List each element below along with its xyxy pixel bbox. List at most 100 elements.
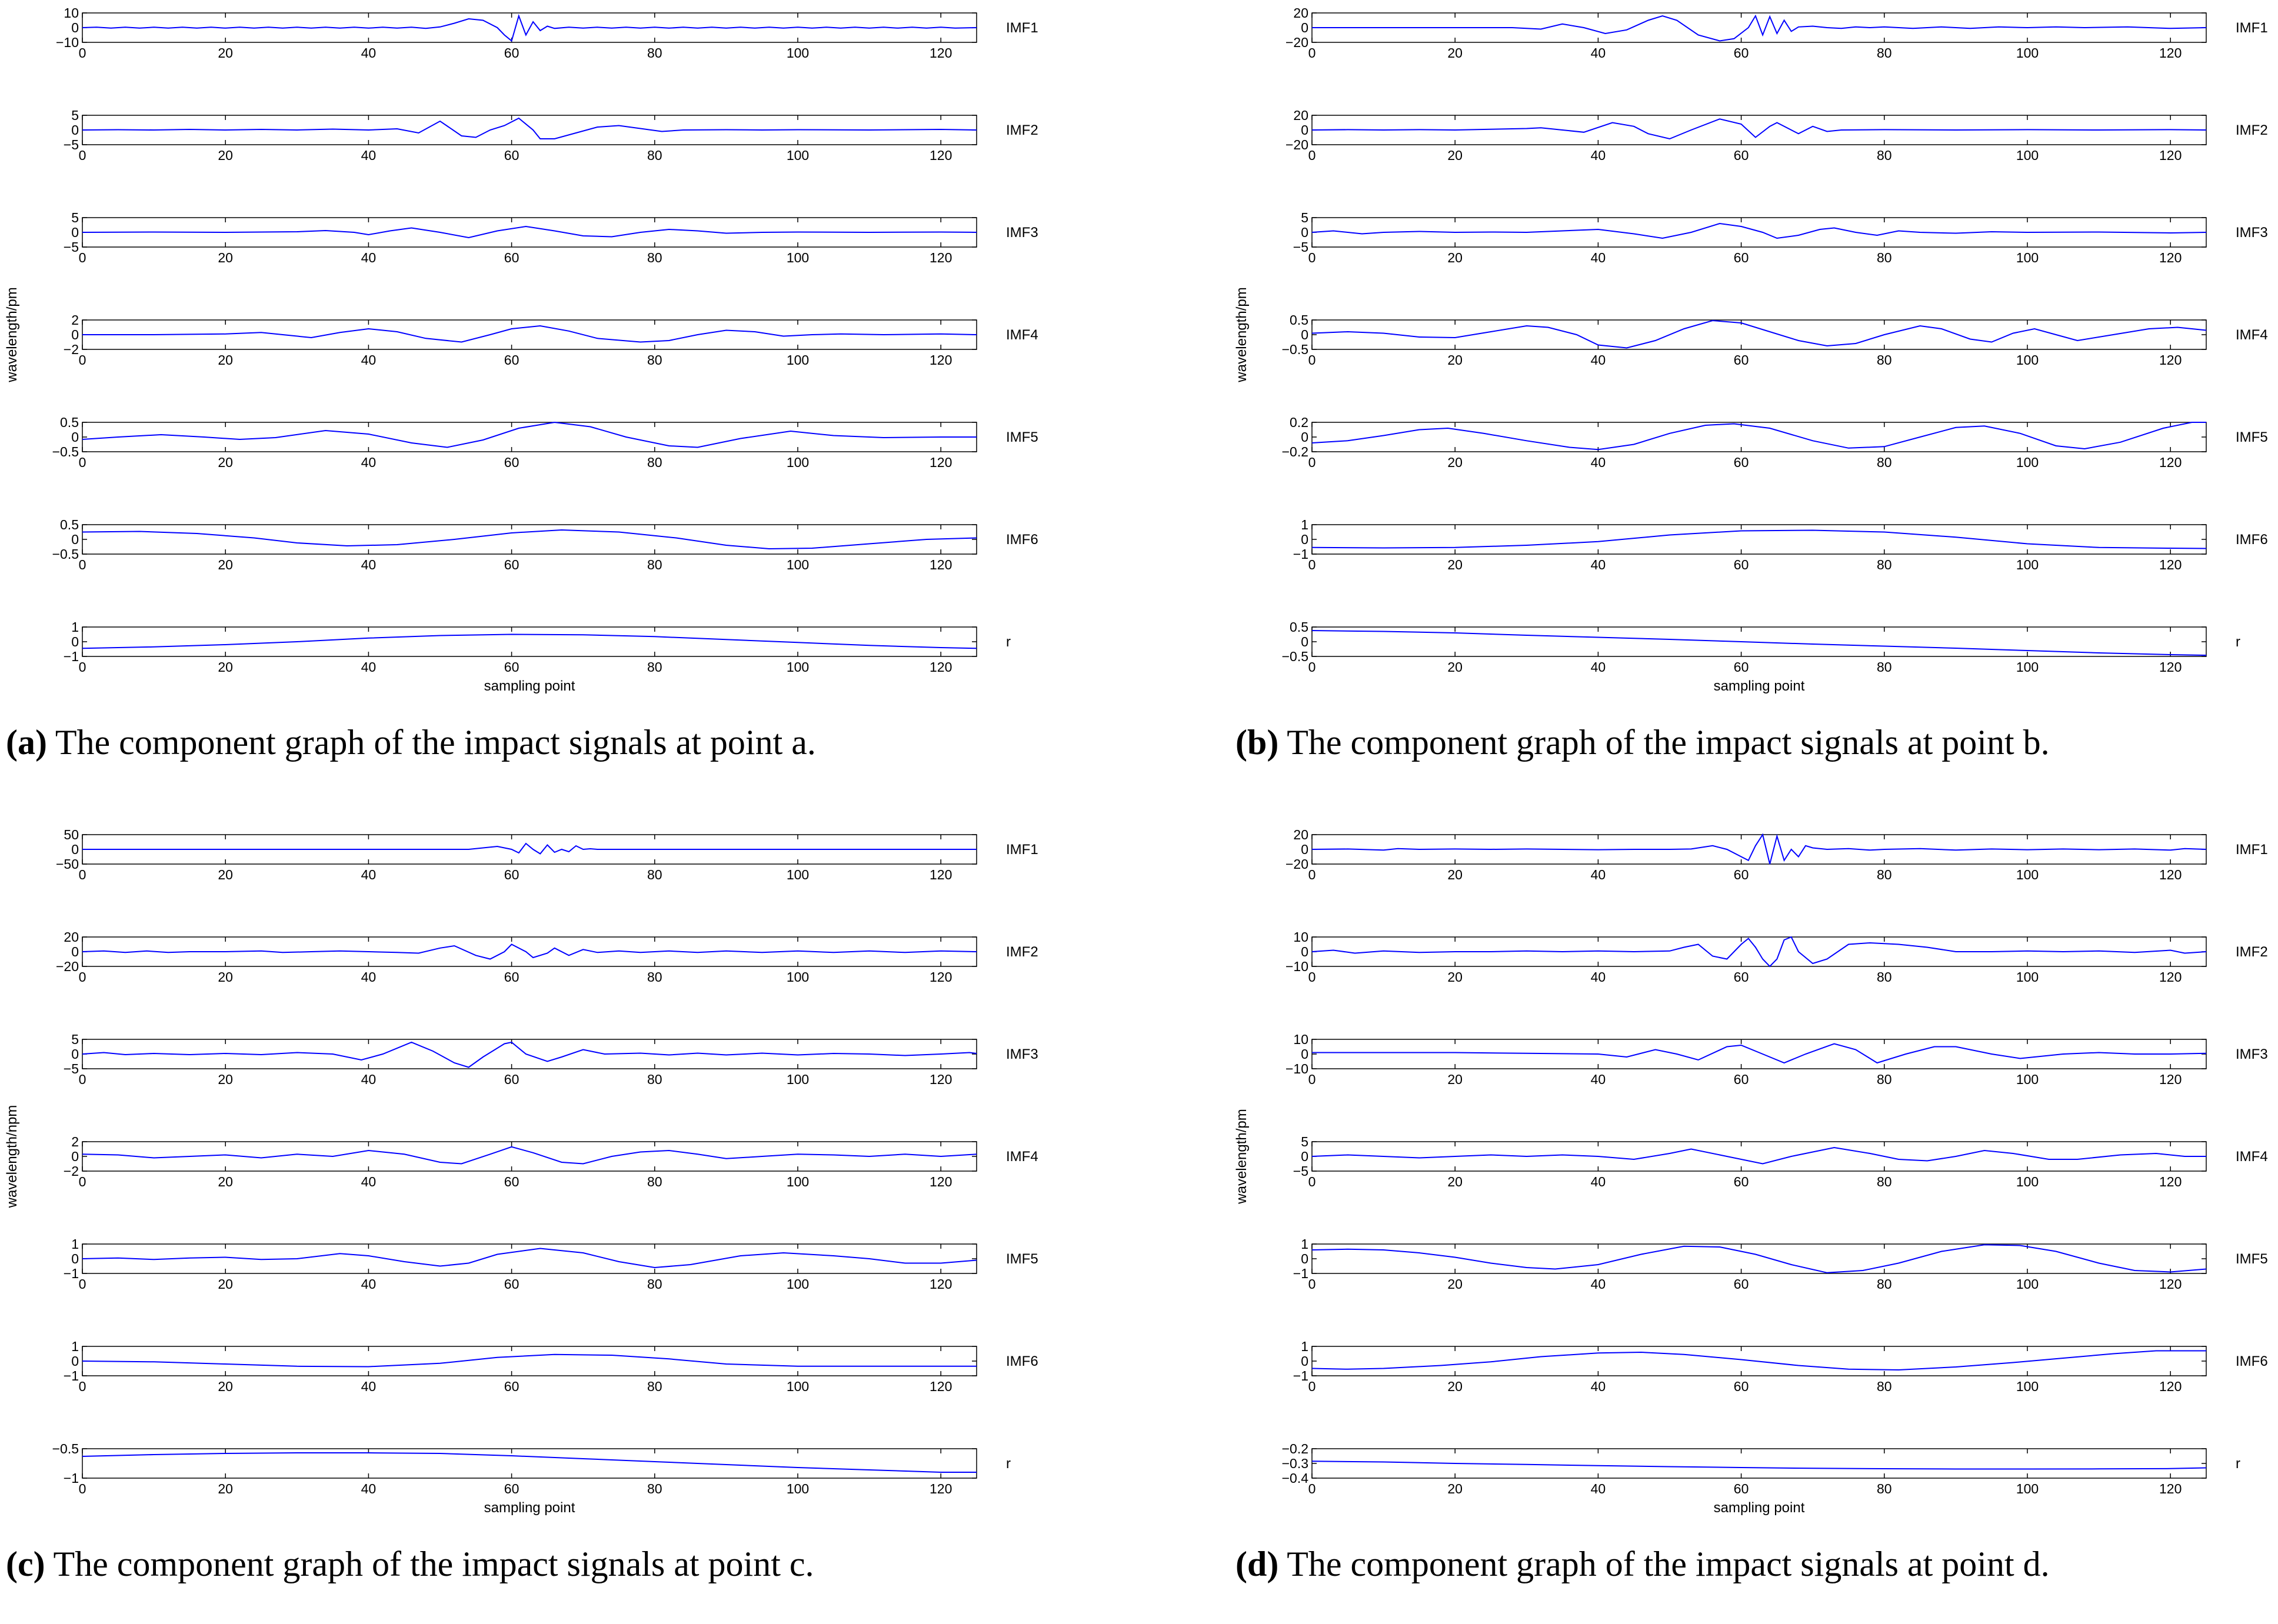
x-tick-label: 0 — [1308, 557, 1316, 572]
x-tick-label: 20 — [218, 1276, 233, 1292]
signal-line-imf1 — [82, 842, 977, 855]
y-tick-label: −5 — [64, 1061, 79, 1076]
y-tick-label: 0 — [1301, 122, 1308, 138]
x-tick-label: 0 — [79, 1072, 86, 1087]
x-tick-label: 40 — [1591, 557, 1606, 572]
x-tick-label: 60 — [504, 352, 519, 368]
y-tick-label: −0.5 — [52, 546, 79, 562]
x-tick-label: 80 — [1877, 250, 1892, 265]
x-tick-label: 80 — [647, 659, 662, 675]
y-tick-label: −0.5 — [52, 444, 79, 459]
y-tick-label: 0 — [71, 944, 79, 959]
panel-r: 0 20 40 60 80 100 120 −1 −0.5 r — [52, 1441, 1011, 1496]
x-tick-label: 120 — [930, 1276, 952, 1292]
component-label: IMF4 — [1006, 1149, 1038, 1165]
x-tick-label: 120 — [2159, 455, 2182, 470]
x-tick-label: 20 — [218, 45, 233, 61]
x-tick-label: 120 — [2159, 352, 2182, 368]
x-tick-label: 120 — [930, 250, 952, 265]
x-tick-label: 100 — [2016, 867, 2039, 882]
x-tick-label: 40 — [1591, 867, 1606, 882]
signal-line-imf1 — [82, 14, 977, 42]
y-tick-label: 0 — [71, 1149, 79, 1164]
x-tick-label: 0 — [79, 148, 86, 163]
x-tick-label: 40 — [1591, 1379, 1606, 1394]
x-tick-label: 60 — [1734, 557, 1749, 572]
x-tick-label: 120 — [2159, 45, 2182, 61]
signal-line-r — [82, 633, 977, 649]
x-tick-label: 20 — [1447, 1379, 1463, 1394]
x-tick-label: 100 — [2016, 1174, 2039, 1189]
component-label: IMF6 — [2236, 1353, 2268, 1369]
y-axis-label: wavelength/npm — [4, 1105, 20, 1209]
signal-line-imf2 — [82, 117, 977, 139]
x-tick-label: 120 — [2159, 1276, 2182, 1292]
y-tick-label: 0 — [71, 1251, 79, 1266]
x-tick-label: 60 — [1734, 250, 1749, 265]
y-tick-label: 10 — [64, 5, 79, 21]
caption-b-text: The component graph of the impact signal… — [1278, 723, 2050, 762]
y-tick-label: 2 — [71, 312, 79, 328]
signal-line-imf3 — [1311, 222, 2207, 239]
axes-box — [82, 319, 977, 350]
component-label: IMF2 — [1006, 944, 1038, 960]
component-label: IMF3 — [2236, 225, 2268, 241]
component-label: IMF2 — [2236, 122, 2268, 138]
signal-line-imf4 — [82, 325, 977, 343]
component-label: IMF6 — [2236, 532, 2268, 548]
x-tick-label: 120 — [2159, 148, 2182, 163]
x-tick-label: 20 — [218, 1481, 233, 1496]
x-tick-label: 40 — [1591, 455, 1606, 470]
x-tick-label: 40 — [361, 1276, 377, 1292]
x-tick-label: 80 — [1877, 867, 1892, 882]
y-tick-label: −0.5 — [52, 1441, 79, 1456]
x-tick-label: 60 — [504, 867, 519, 882]
x-tick-label: 120 — [2159, 557, 2182, 572]
component-label: IMF5 — [2236, 429, 2268, 445]
x-tick-label: 100 — [787, 659, 809, 675]
x-tick-label: 0 — [1308, 1276, 1316, 1292]
x-tick-label: 40 — [1591, 45, 1606, 61]
signal-line-r — [82, 1452, 977, 1473]
x-tick-label: 80 — [647, 1276, 662, 1292]
x-tick-label: 0 — [1308, 867, 1316, 882]
x-tick-label: 100 — [787, 1276, 809, 1292]
x-tick-label: 120 — [930, 1481, 952, 1496]
y-tick-label: −0.2 — [1282, 444, 1308, 459]
y-tick-label: 0 — [1301, 327, 1308, 342]
x-tick-label: 60 — [1734, 352, 1749, 368]
signal-line-imf5 — [82, 1248, 977, 1269]
y-tick-label: −0.2 — [1282, 1441, 1308, 1456]
signal-line-imf2 — [1311, 118, 2207, 140]
x-tick-label: 80 — [1877, 557, 1892, 572]
x-tick-label: 80 — [1877, 455, 1892, 470]
x-tick-label: 60 — [504, 1174, 519, 1189]
y-tick-label: −0.5 — [1282, 649, 1308, 664]
x-tick-label: 60 — [504, 250, 519, 265]
x-tick-label: 100 — [787, 250, 809, 265]
signal-line-r — [1311, 1460, 2207, 1470]
x-tick-label: 120 — [930, 148, 952, 163]
x-tick-label: 20 — [1447, 250, 1463, 265]
y-tick-label: −20 — [1285, 137, 1308, 152]
component-label: IMF2 — [1006, 122, 1038, 138]
signal-line-imf5 — [1311, 422, 2206, 451]
x-tick-label: 20 — [1447, 45, 1463, 61]
axes-box — [82, 1448, 977, 1479]
y-tick-label: 0 — [71, 225, 79, 240]
component-label: r — [1006, 634, 1011, 650]
x-tick-label: 80 — [647, 867, 662, 882]
x-tick-label: 0 — [1308, 1379, 1316, 1394]
y-tick-label: 0.2 — [1290, 415, 1308, 430]
x-tick-label: 20 — [1447, 1174, 1463, 1189]
panel-r: 0 20 40 60 80 100 120−0.500.5r — [1282, 619, 2240, 675]
component-label: IMF5 — [1006, 429, 1038, 445]
x-tick-label: 20 — [218, 1174, 233, 1189]
